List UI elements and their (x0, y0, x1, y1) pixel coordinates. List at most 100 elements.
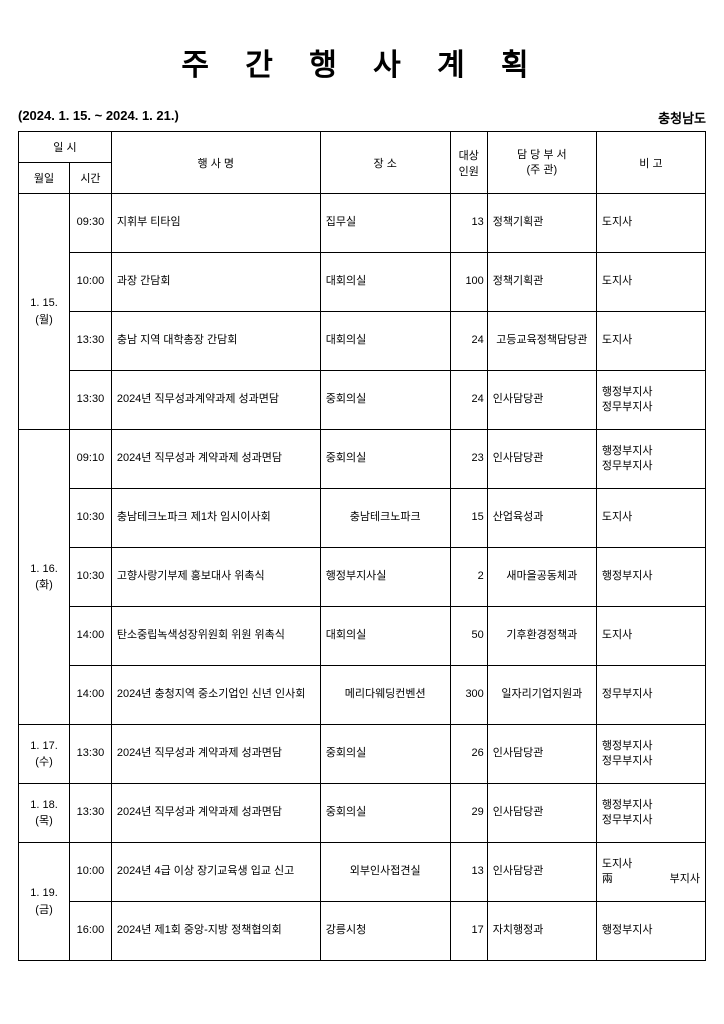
table-row: 1. 16. (화)09:102024년 직무성과 계약과제 성과면담중회의실2… (19, 430, 706, 489)
place-cell: 대회의실 (321, 312, 450, 370)
hdr-place: 장 소 (368, 155, 403, 171)
count-cell: 300 (451, 666, 487, 724)
table-row: 1. 17. (수)13:302024년 직무성과 계약과제 성과면담중회의실2… (19, 725, 706, 784)
dept-cell: 인사담당관 (488, 725, 596, 783)
dept-cell: 산업육성과 (488, 489, 596, 547)
time-cell: 10:30 (70, 489, 111, 547)
table-row: 10:30충남테크노파크 제1차 임시이사회충남테크노파크15산업육성과도지사 (19, 489, 706, 548)
table-row: 14:00탄소중립녹색성장위원회 위원 위촉식대회의실50기후환경정책과도지사 (19, 607, 706, 666)
time-cell: 10:00 (70, 843, 111, 901)
time-cell: 14:00 (70, 666, 111, 724)
event-cell: 2024년 직무성과 계약과제 성과면담 (112, 430, 320, 488)
table-row: 1. 15. (월)09:30지휘부 티타임집무실13정책기획관도지사 (19, 194, 706, 253)
note-cell: 도지사 (597, 253, 705, 311)
place-cell: 대회의실 (321, 607, 450, 665)
note-cell: 행정부지사 (597, 548, 705, 606)
table-row: 10:30고향사랑기부제 홍보대사 위촉식행정부지사실2새마을공동체과행정부지사 (19, 548, 706, 607)
dept-cell: 인사담당관 (488, 784, 596, 842)
date-range: (2024. 1. 15. ~ 2024. 1. 21.) (18, 108, 179, 127)
place-cell: 중회의실 (321, 725, 450, 783)
page-title: 주 간 행 사 계 획 (18, 40, 706, 84)
note-cell: 행정부지사정무부지사 (597, 784, 705, 842)
dept-cell: 자치행정과 (488, 902, 596, 960)
count-cell: 50 (451, 607, 487, 665)
time-cell: 13:30 (70, 784, 111, 842)
note-cell: 행정부지사 (597, 902, 705, 960)
region-label: 충청남도 (658, 108, 706, 127)
place-cell: 중회의실 (321, 371, 450, 429)
event-cell: 과장 간담회 (112, 253, 320, 311)
table-row: 13:302024년 직무성과계약과제 성과면담중회의실24인사담당관행정부지사… (19, 371, 706, 430)
dept-cell: 인사담당관 (488, 430, 596, 488)
note-cell: 도지사兩부지사 (597, 843, 705, 901)
table-row: 10:00과장 간담회대회의실100정책기획관도지사 (19, 253, 706, 312)
event-cell: 2024년 직무성과 계약과제 성과면담 (112, 784, 320, 842)
time-cell: 09:10 (70, 430, 111, 488)
table-header: 일 시 행 사 명 장 소 대상 인원 담 당 부 서 (주 관) 비 고 월일… (19, 132, 706, 194)
dept-cell: 정책기획관 (488, 253, 596, 311)
count-cell: 13 (451, 843, 487, 901)
count-cell: 23 (451, 430, 487, 488)
date-cell: 1. 18. (목) (19, 784, 69, 842)
event-cell: 2024년 충청지역 중소기업인 신년 인사회 (112, 666, 320, 724)
count-cell: 29 (451, 784, 487, 842)
hdr-dept1: 담 당 부 서 (511, 148, 573, 162)
count-cell: 100 (451, 253, 487, 311)
time-cell: 10:30 (70, 548, 111, 606)
hdr-time: 시간 (70, 163, 111, 193)
note-cell: 도지사 (597, 489, 705, 547)
table-row: 14:002024년 충청지역 중소기업인 신년 인사회메리다웨딩컨벤션300일… (19, 666, 706, 725)
dept-cell: 정책기획관 (488, 194, 596, 252)
hdr-count: 대상 인원 (451, 148, 487, 178)
event-cell: 2024년 직무성과 계약과제 성과면담 (112, 725, 320, 783)
meta-row: (2024. 1. 15. ~ 2024. 1. 21.) 충청남도 (18, 108, 706, 127)
place-cell: 메리다웨딩컨벤션 (321, 666, 450, 724)
event-cell: 탄소중립녹색성장위원회 위원 위촉식 (112, 607, 320, 665)
note-cell: 행정부지사정무부지사 (597, 430, 705, 488)
date-cell: 1. 17. (수) (19, 725, 69, 783)
time-cell: 16:00 (70, 902, 111, 960)
hdr-date: 월일 (19, 163, 69, 193)
note-cell: 도지사 (597, 194, 705, 252)
count-cell: 17 (451, 902, 487, 960)
place-cell: 충남테크노파크 (321, 489, 450, 547)
table-row: 13:30충남 지역 대학총장 간담회대회의실24고등교육정책담당관도지사 (19, 312, 706, 371)
note-cell: 정무부지사 (597, 666, 705, 724)
time-cell: 10:00 (70, 253, 111, 311)
date-cell: 1. 19. (금) (19, 873, 69, 931)
time-cell: 09:30 (70, 194, 111, 252)
event-cell: 2024년 4급 이상 장기교육생 입교 신고 (112, 843, 320, 901)
dept-cell: 기후환경정책과 (488, 607, 596, 665)
hdr-datetime: 일 시 (19, 132, 111, 162)
table-row: 16:002024년 제1회 중앙-지방 정책협의회강릉시청17자치행정과행정부… (19, 902, 706, 961)
hdr-dept2: (주 관) (521, 163, 564, 177)
event-cell: 충남테크노파크 제1차 임시이사회 (112, 489, 320, 547)
dept-cell: 일자리기업지원과 (488, 666, 596, 724)
count-cell: 26 (451, 725, 487, 783)
note-cell: 행정부지사정무부지사 (597, 725, 705, 783)
note-cell: 도지사 (597, 312, 705, 370)
event-cell: 2024년 제1회 중앙-지방 정책협의회 (112, 902, 320, 960)
dept-cell: 인사담당관 (488, 371, 596, 429)
place-cell: 집무실 (321, 194, 450, 252)
dept-cell: 고등교육정책담당관 (488, 312, 596, 370)
schedule-table: 일 시 행 사 명 장 소 대상 인원 담 당 부 서 (주 관) 비 고 월일… (18, 131, 706, 961)
count-cell: 13 (451, 194, 487, 252)
count-cell: 24 (451, 371, 487, 429)
dept-cell: 인사담당관 (488, 843, 596, 901)
event-cell: 충남 지역 대학총장 간담회 (112, 312, 320, 370)
table-row: 1. 19. (금)10:002024년 4급 이상 장기교육생 입교 신고외부… (19, 843, 706, 902)
time-cell: 13:30 (70, 371, 111, 429)
note-cell: 도지사 (597, 607, 705, 665)
date-cell: 1. 15. (월) (19, 283, 69, 341)
table-body: 1. 15. (월)09:30지휘부 티타임집무실13정책기획관도지사10:00… (19, 194, 706, 961)
hdr-event: 행 사 명 (192, 155, 240, 171)
event-cell: 고향사랑기부제 홍보대사 위촉식 (112, 548, 320, 606)
event-cell: 지휘부 티타임 (112, 194, 320, 252)
time-cell: 14:00 (70, 607, 111, 665)
count-cell: 15 (451, 489, 487, 547)
count-cell: 2 (451, 548, 487, 606)
place-cell: 외부인사접견실 (321, 843, 450, 901)
time-cell: 13:30 (70, 725, 111, 783)
time-cell: 13:30 (70, 312, 111, 370)
